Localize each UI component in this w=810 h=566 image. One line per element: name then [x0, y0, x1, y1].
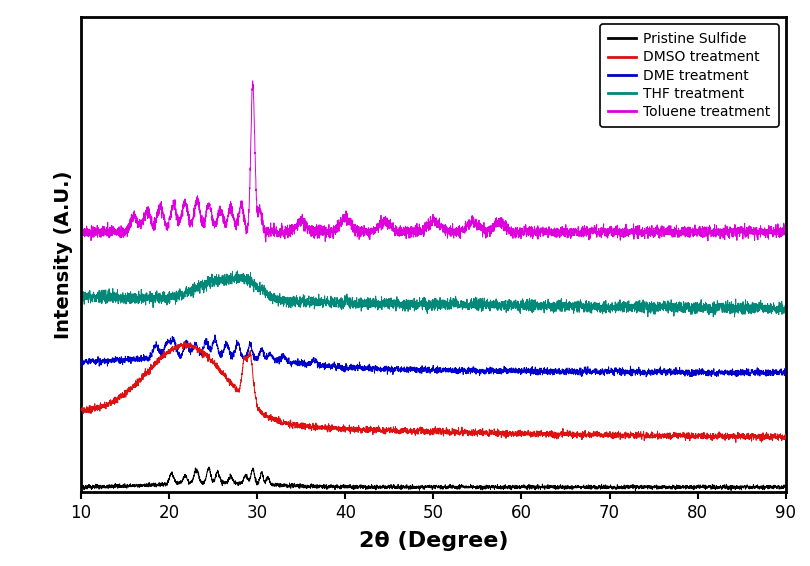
Legend: Pristine Sulfide, DMSO treatment, DME treatment, THF treatment, Toluene treatmen: Pristine Sulfide, DMSO treatment, DME tr…	[600, 24, 778, 127]
Y-axis label: Intensity (A.U.): Intensity (A.U.)	[53, 170, 73, 339]
X-axis label: 2θ (Degree): 2θ (Degree)	[359, 530, 508, 551]
